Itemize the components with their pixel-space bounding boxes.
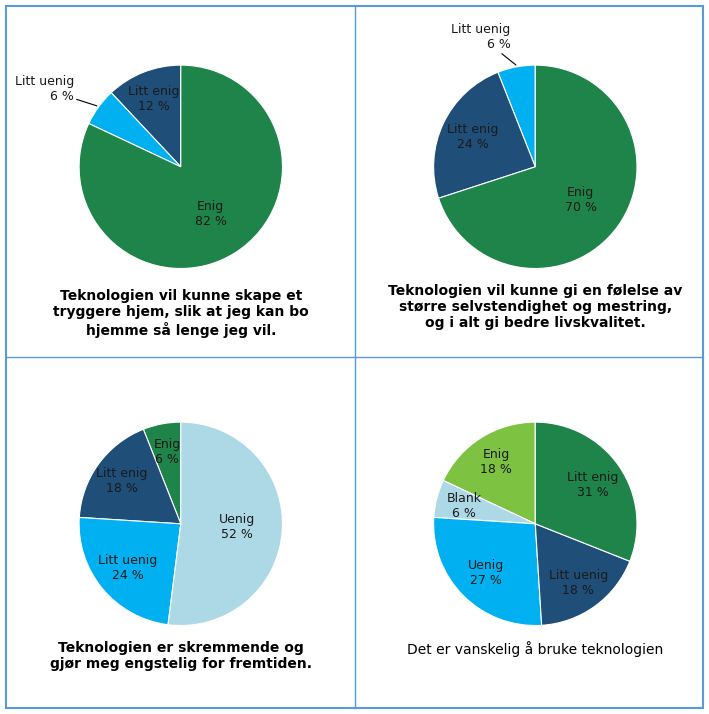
Wedge shape [434,518,542,625]
Wedge shape [535,422,637,561]
Text: Enig
6 %: Enig 6 % [153,438,181,466]
Wedge shape [79,65,282,268]
Text: Litt uenig
6 %: Litt uenig 6 % [15,75,97,106]
Text: Teknologien vil kunne gi en følelse av
større selvstendighet og mestring,
og i a: Teknologien vil kunne gi en følelse av s… [388,283,683,330]
Wedge shape [443,422,535,524]
Wedge shape [89,93,181,167]
Text: Teknologien er skremmende og
gjør meg engstelig for fremtiden.: Teknologien er skremmende og gjør meg en… [50,640,312,671]
Text: Uenig
52 %: Uenig 52 % [218,513,255,541]
Text: Uenig
27 %: Uenig 27 % [468,559,505,587]
Text: Litt uenig
18 %: Litt uenig 18 % [549,569,608,597]
Wedge shape [434,481,535,524]
Text: Enig
82 %: Enig 82 % [195,200,227,228]
Text: Enig
70 %: Enig 70 % [564,186,596,213]
Wedge shape [535,524,630,625]
Wedge shape [111,65,181,167]
Text: Litt uenig
6 %: Litt uenig 6 % [451,23,516,65]
Text: Teknologien vil kunne skape et
tryggere hjem, slik at jeg kan bo
hjemme så lenge: Teknologien vil kunne skape et tryggere … [53,289,308,338]
Text: Litt enig
12 %: Litt enig 12 % [128,85,179,113]
Wedge shape [498,65,535,167]
Wedge shape [143,422,181,524]
Text: Litt enig
18 %: Litt enig 18 % [96,467,147,495]
Text: Blank
6 %: Blank 6 % [447,492,482,520]
Text: Litt enig
31 %: Litt enig 31 % [566,471,618,499]
Text: Det er vanskelig å bruke teknologien: Det er vanskelig å bruke teknologien [407,640,664,657]
Wedge shape [79,429,181,524]
Wedge shape [439,65,637,268]
Text: Litt uenig
24 %: Litt uenig 24 % [98,554,157,582]
Text: Litt enig
24 %: Litt enig 24 % [447,124,498,151]
Text: Enig
18 %: Enig 18 % [480,448,512,476]
Wedge shape [434,72,535,198]
Wedge shape [168,422,282,625]
Wedge shape [79,518,181,625]
